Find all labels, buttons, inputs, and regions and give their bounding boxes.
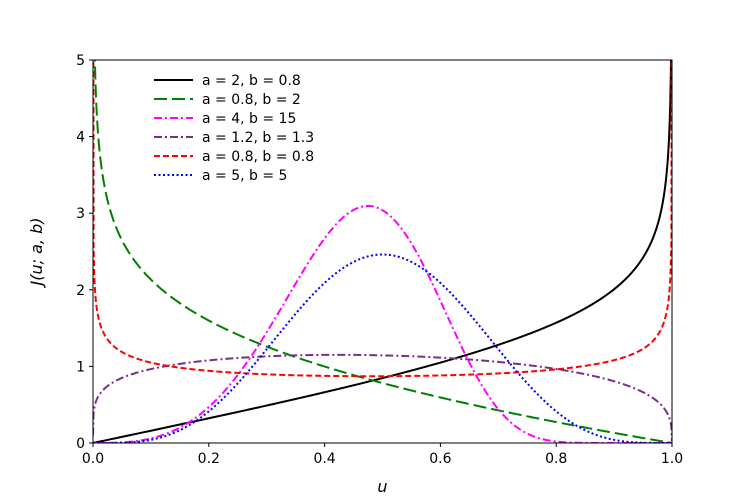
x-tick-label: 0.2 [198,451,220,467]
x-tick-label: 0.8 [545,451,567,467]
plot-frame [92,59,673,444]
series-line-6 [93,253,672,443]
legend-label-6: a = 5, b = 5 [202,168,287,184]
y-tick-label: 4 [76,130,85,146]
y-tick-label: 3 [76,206,85,222]
x-tick-label: 0.0 [82,451,104,467]
legend-label-2: a = 0.8, b = 2 [202,92,301,108]
x-axis-label: u [377,477,387,496]
ticks-layer: 0.0 0.2 0.4 0.6 0.8 1.0 0 1 2 3 4 5 [76,53,683,467]
legend-label-3: a = 4, b = 15 [202,111,296,127]
legend: a = 2, b = 0.8 a = 0.8, b = 2 a = 4, b = 1… [154,73,314,184]
y-tick-label: 5 [76,53,85,69]
legend-label-1: a = 2, b = 0.8 [202,73,301,89]
x-tick-label: 0.4 [313,451,335,467]
series-line-2 [93,60,672,443]
series-line-5 [93,60,672,378]
y-tick-label: 1 [76,359,85,375]
x-tick-label: 0.6 [429,451,451,467]
x-tick-label: 1.0 [661,451,683,467]
y-tick-label: 2 [76,283,85,299]
y-axis-label: J(u; a, b) [27,218,46,289]
legend-label-4: a = 1.2, b = 1.3 [202,130,314,146]
series-line-4 [93,353,672,442]
y-tick-label: 0 [76,436,85,452]
plot-background [93,60,672,443]
legend-label-5: a = 0.8, b = 0.8 [202,149,314,165]
